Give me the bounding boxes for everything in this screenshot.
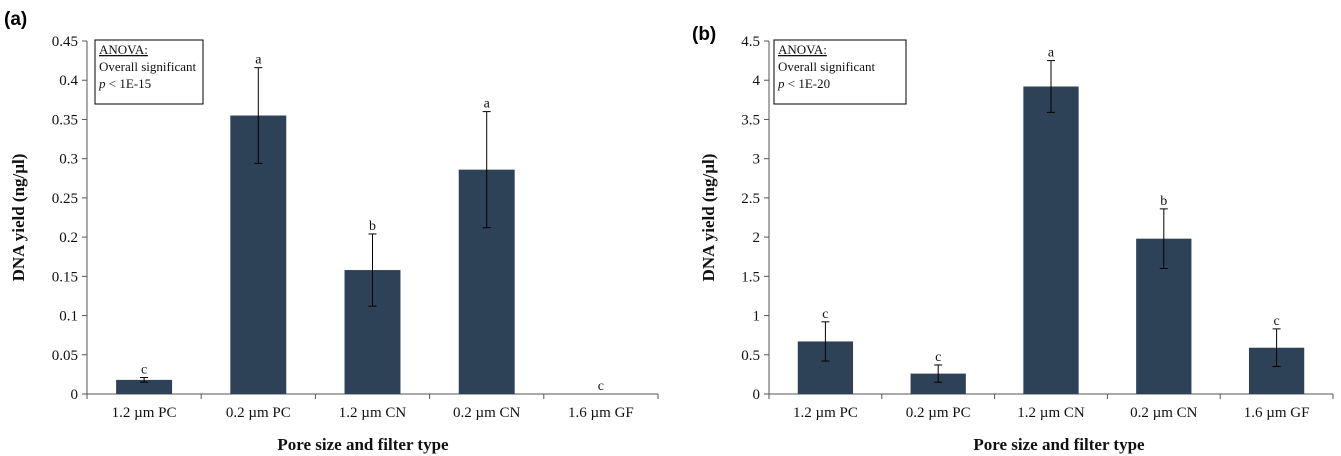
anova-title: ANOVA:: [778, 42, 827, 57]
y-tick-label: 0.4: [59, 73, 78, 89]
x-tick-label: 0.2 µm CN: [1130, 405, 1198, 421]
y-axis-title: DNA yield (ng/µl): [9, 154, 28, 282]
anova-line: Overall significant: [778, 59, 875, 74]
y-tick-label: 2: [753, 230, 761, 246]
p-symbol: p: [98, 76, 106, 91]
significance-letter: b: [1160, 194, 1167, 209]
p-symbol: p: [777, 76, 785, 91]
bar: [910, 373, 966, 394]
y-axis-title: DNA yield (ng/µl): [699, 154, 718, 282]
bar: [1023, 86, 1079, 395]
anova-p-value: p < 1E-15: [98, 76, 151, 91]
x-axis-title: Pore size and filter type: [973, 435, 1145, 454]
p-threshold: < 1E-15: [106, 76, 152, 91]
y-tick-label: 0.3: [59, 152, 78, 168]
y-tick-label: 0.2: [59, 230, 78, 246]
significance-letter: b: [369, 219, 376, 234]
significance-letter: c: [935, 350, 941, 365]
y-tick-label: 1: [753, 309, 761, 325]
y-tick-label: 4: [753, 73, 761, 89]
bar: [116, 379, 173, 394]
y-tick-label: 3: [753, 152, 761, 168]
anova-box: [94, 39, 204, 105]
anova-p-value: p < 1E-20: [777, 76, 830, 91]
significance-letter: a: [1048, 46, 1055, 61]
y-tick-label: 0.05: [52, 348, 78, 364]
significance-letter: a: [484, 97, 491, 112]
chart-panel-b: (b) 0 0.5 1 1.5 2 2.5 3 3.5 4 4.5 c 1.2 µm PC c 0.2 µm…: [692, 24, 1334, 454]
y-tick-label: 0.15: [52, 269, 78, 285]
x-tick-label: 0.2 µm PC: [226, 405, 291, 421]
significance-letter: a: [255, 53, 262, 68]
x-tick-label: 0.2 µm CN: [453, 405, 521, 421]
x-tick-label: 1.2 µm CN: [339, 405, 407, 421]
y-tick-label: 0.5: [741, 348, 760, 364]
anova-box: [773, 39, 907, 105]
panel-label: (a): [4, 9, 27, 30]
p-threshold: < 1E-20: [785, 76, 831, 91]
y-tick-label: 0.1: [59, 309, 78, 325]
x-axis-title: Pore size and filter type: [277, 435, 449, 454]
y-tick-label: 1.5: [741, 269, 760, 285]
significance-letter: c: [822, 307, 828, 322]
anova-line: Overall significant: [99, 59, 196, 74]
y-tick-label: 4.5: [741, 34, 760, 50]
significance-letter: c: [141, 363, 147, 378]
y-tick-label: 0.45: [52, 34, 78, 50]
y-tick-label: 0.25: [52, 191, 78, 207]
x-tick-label: 1.2 µm CN: [1017, 405, 1085, 421]
y-tick-label: 0.35: [52, 112, 78, 128]
y-tick-label: 2.5: [741, 191, 760, 207]
y-tick-label: 0: [753, 387, 761, 403]
panel-label: (b): [692, 24, 716, 45]
x-tick-label: 1.6 µm GF: [568, 405, 634, 421]
x-tick-label: 1.6 µm GF: [1244, 405, 1310, 421]
significance-letter: c: [1273, 314, 1279, 329]
y-tick-label: 0: [71, 387, 79, 403]
x-tick-label: 0.2 µm PC: [906, 405, 971, 421]
y-tick-label: 3.5: [741, 112, 760, 128]
significance-letter: c: [598, 379, 604, 394]
x-tick-label: 1.2 µm PC: [112, 405, 177, 421]
x-tick-label: 1.2 µm PC: [793, 405, 858, 421]
chart-panel-a: (a) 0 0.05 0.1 0.15 0.2 0.25 0.3 0.35 0.4 0.45 c 1.2…: [4, 9, 659, 454]
anova-title: ANOVA:: [99, 42, 148, 57]
